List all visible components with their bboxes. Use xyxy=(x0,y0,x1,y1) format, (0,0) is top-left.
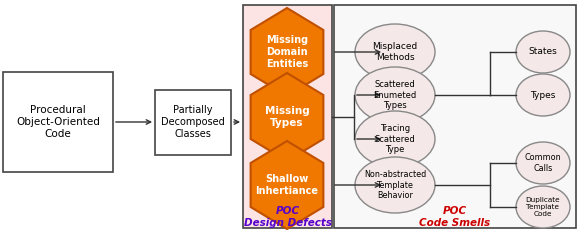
FancyBboxPatch shape xyxy=(3,72,113,172)
Ellipse shape xyxy=(355,24,435,80)
Text: Procedural
Object-Oriented
Code: Procedural Object-Oriented Code xyxy=(16,106,100,138)
Text: Common
Calls: Common Calls xyxy=(525,153,561,173)
Text: Types: Types xyxy=(530,90,556,100)
Ellipse shape xyxy=(516,31,570,73)
Polygon shape xyxy=(251,73,324,161)
Text: Missing
Types: Missing Types xyxy=(265,106,310,128)
Text: Tracing
Scattered
Type: Tracing Scattered Type xyxy=(375,124,416,154)
FancyBboxPatch shape xyxy=(243,5,332,228)
Text: POC
Design Defects: POC Design Defects xyxy=(243,206,332,228)
Ellipse shape xyxy=(355,157,435,213)
Text: Scattered
Enumeted
Types: Scattered Enumeted Types xyxy=(374,80,417,110)
Text: Partially
Decomposed
Classes: Partially Decomposed Classes xyxy=(161,106,225,138)
Polygon shape xyxy=(251,141,324,229)
Polygon shape xyxy=(251,8,324,96)
Ellipse shape xyxy=(355,67,435,123)
Ellipse shape xyxy=(355,111,435,167)
FancyBboxPatch shape xyxy=(334,5,576,228)
FancyBboxPatch shape xyxy=(155,90,231,154)
Text: States: States xyxy=(528,48,558,56)
Text: Missing
Domain
Entities: Missing Domain Entities xyxy=(266,36,308,68)
Text: POC
Code Smells: POC Code Smells xyxy=(420,206,491,228)
Ellipse shape xyxy=(516,142,570,184)
Text: Non-abstracted
Template
Behavior: Non-abstracted Template Behavior xyxy=(364,170,426,200)
Text: Duplicate
Template
Code: Duplicate Template Code xyxy=(526,197,560,217)
Ellipse shape xyxy=(516,186,570,228)
Text: Misplaced
Methods: Misplaced Methods xyxy=(372,42,418,62)
Ellipse shape xyxy=(516,74,570,116)
Text: Shallow
Inhertiance: Shallow Inhertiance xyxy=(255,174,318,196)
